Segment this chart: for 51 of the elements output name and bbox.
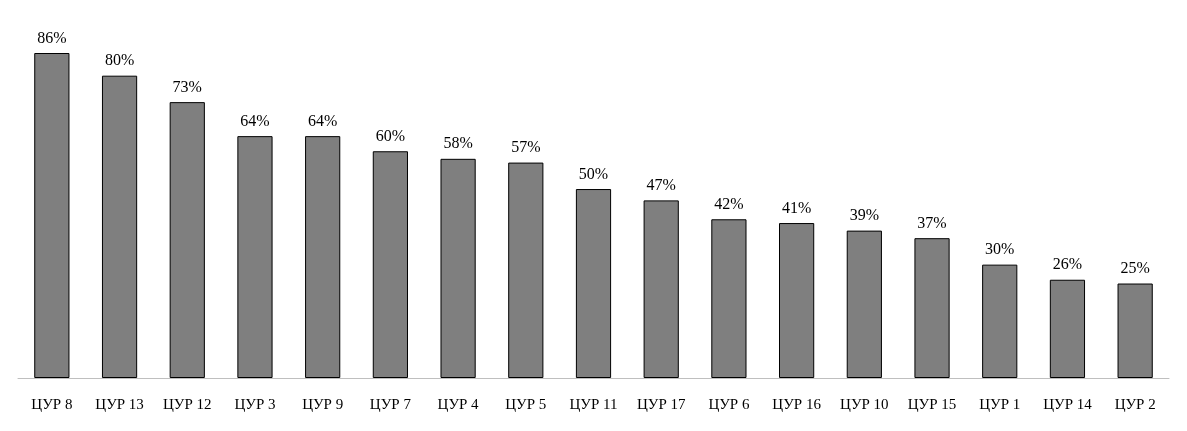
- data-label: 42%: [714, 194, 744, 212]
- data-label: 37%: [917, 213, 947, 231]
- bar: [982, 264, 1018, 378]
- data-label: 50%: [578, 164, 609, 182]
- data-label: 64%: [240, 111, 270, 129]
- bar: [643, 200, 679, 378]
- bar: [101, 75, 138, 378]
- bar: [305, 136, 341, 378]
- x-tick-label: ЦУР 7: [369, 395, 412, 412]
- x-tick-label: ЦУР 6: [708, 395, 750, 412]
- x-tick-label: ЦУР 11: [569, 395, 618, 412]
- bar: [914, 238, 950, 378]
- x-tick-label: ЦУР 16: [772, 395, 822, 412]
- x-tick-label: ЦУР 5: [505, 395, 547, 412]
- x-tick-label: ЦУР 4: [437, 395, 480, 412]
- x-tick-label: ЦУР 14: [1043, 395, 1093, 412]
- x-tick-label: ЦУР 2: [1114, 395, 1156, 412]
- x-tick-label: ЦУР 15: [907, 395, 957, 412]
- data-label: 39%: [849, 206, 879, 224]
- x-tick-label: ЦУР 10: [840, 395, 889, 412]
- x-tick-label: ЦУР 13: [95, 395, 144, 412]
- data-label: 73%: [172, 77, 202, 95]
- data-label: 26%: [1052, 255, 1083, 273]
- data-label: 60%: [375, 126, 406, 144]
- data-label: 47%: [646, 175, 676, 193]
- data-label: 64%: [308, 111, 338, 129]
- bar: [237, 136, 273, 378]
- data-label: 57%: [511, 138, 541, 156]
- data-label: 41%: [781, 198, 812, 216]
- bar: [508, 162, 544, 378]
- x-tick-label: ЦУР 3: [234, 395, 276, 412]
- data-label: 80%: [104, 51, 135, 69]
- x-tick-label: ЦУР 9: [302, 395, 344, 412]
- x-tick-label: ЦУР 8: [31, 395, 73, 412]
- bar: [711, 219, 747, 378]
- x-tick-label: ЦУР 17: [636, 395, 686, 412]
- bar: [169, 102, 205, 378]
- x-tick-label: ЦУР 12: [162, 395, 212, 412]
- bar: [575, 189, 612, 378]
- data-label: 30%: [985, 240, 1015, 258]
- data-label: 58%: [443, 134, 473, 152]
- bar: [1117, 283, 1153, 378]
- bar: [440, 158, 476, 378]
- data-label: 25%: [1120, 259, 1150, 277]
- bar: [846, 230, 882, 378]
- bar: [34, 53, 70, 378]
- bar: [779, 223, 815, 378]
- x-tick-label: ЦУР 1: [979, 395, 1021, 412]
- data-label: 86%: [37, 28, 67, 46]
- bar: [1049, 279, 1086, 378]
- bar: [372, 151, 408, 378]
